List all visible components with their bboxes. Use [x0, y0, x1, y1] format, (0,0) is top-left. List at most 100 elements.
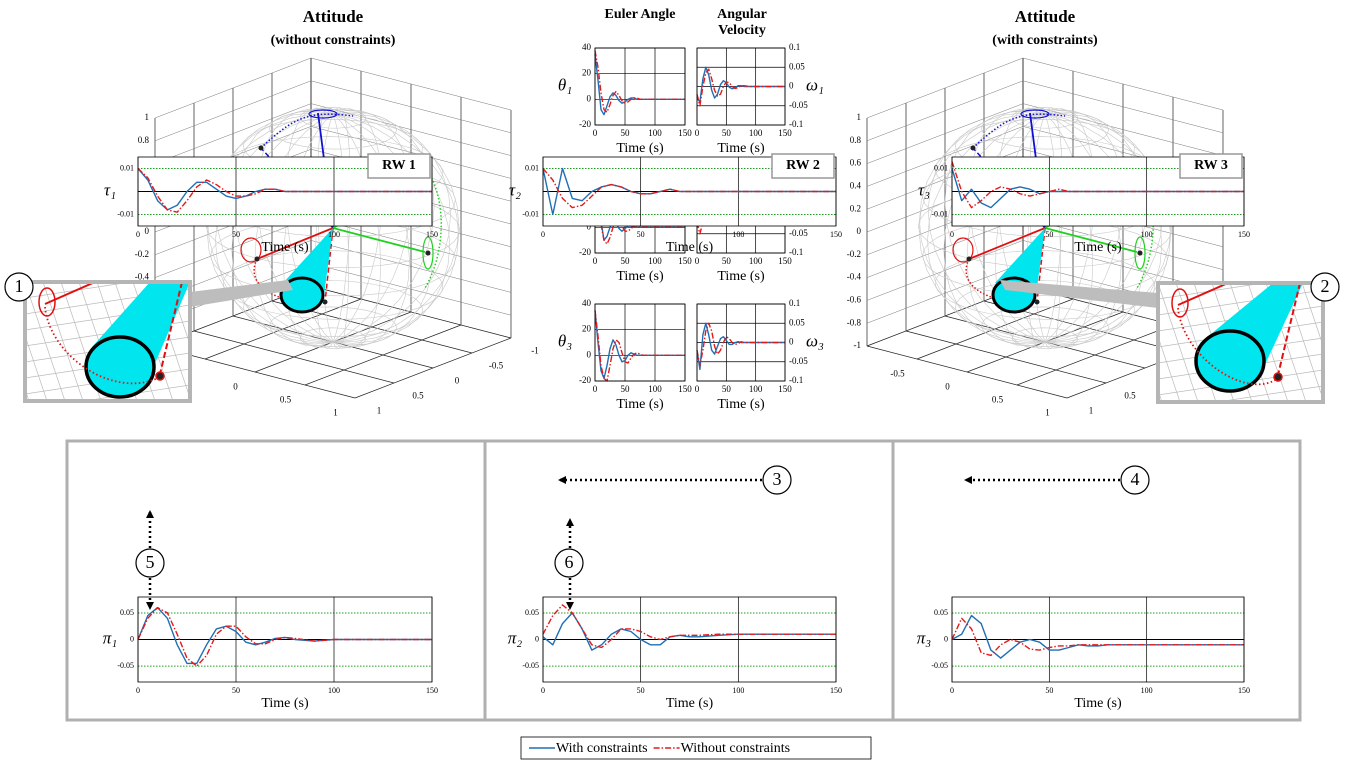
y-tick-label: -0.05	[931, 661, 948, 670]
box-grid	[155, 58, 511, 118]
x-tick-label: 100	[328, 686, 340, 695]
z-tick-label: 0.8	[850, 135, 862, 145]
x-tick-label: 150	[778, 384, 792, 394]
y-tick-label: -0.05	[117, 661, 134, 670]
callout-arrows	[150, 480, 1120, 608]
z-tick-label: 0	[857, 226, 862, 236]
floor-grid	[305, 325, 461, 385]
x-tick-label: 50	[722, 384, 732, 394]
x-tick-label: 100	[648, 384, 662, 394]
plots: Attitude(without constraints)10.80.60.40…	[0, 7, 1350, 711]
y-tick-label: 0.1	[789, 42, 800, 52]
inset	[1086, 194, 1350, 459]
axis-tip	[255, 257, 260, 262]
x-tick-label: 0	[695, 128, 700, 138]
box-grid	[867, 104, 1223, 164]
line-chart: -0.0500.05050100150Time (s)π₂	[508, 597, 842, 711]
axis-tip	[426, 251, 431, 256]
plot-area	[595, 48, 685, 125]
x-axis-label: Time (s)	[616, 269, 664, 284]
inset-mesh	[1338, 283, 1350, 402]
callout-label: 2	[1321, 276, 1330, 296]
z-tick-label: 0.8	[138, 135, 150, 145]
y-axis-label: τ₁	[104, 180, 116, 199]
panel-label: RW 2	[786, 158, 820, 173]
box-grid	[155, 104, 511, 164]
x-tick-label: 100	[328, 230, 340, 239]
axis-tip	[971, 146, 976, 151]
z-tick-label: 1	[145, 112, 150, 122]
inset-mesh	[25, 401, 190, 426]
inset-mesh	[1158, 258, 1323, 283]
y-axis-label: θ₃	[558, 331, 572, 350]
z-tick-label: -0.8	[847, 317, 862, 327]
x-tick-label: 0	[541, 230, 545, 239]
page: Attitude(without constraints)10.80.60.40…	[0, 0, 1350, 761]
line-chart: -0.1-0.0500.050.1050100150Time (s)ω₃	[695, 298, 824, 412]
y-tick-label: 0.01	[120, 163, 134, 172]
x-tick-label: 0	[593, 384, 598, 394]
y-tick-label: -0.05	[789, 100, 808, 110]
x-tick-label: 50	[621, 384, 631, 394]
x-tick-label: 0	[541, 686, 545, 695]
y-tick-label: -20	[579, 119, 591, 129]
callout-label: 5	[146, 552, 155, 572]
box-grid	[867, 58, 1223, 118]
x-tick-label: 100	[749, 256, 763, 266]
x-tick-label: 50	[621, 128, 631, 138]
x-tick-label: 100	[1141, 230, 1153, 239]
x-tick-label: 150	[426, 686, 438, 695]
z-tick-label: 0.6	[850, 158, 862, 168]
z-tick-label: 1	[857, 112, 862, 122]
y-tick-label: -0.01	[117, 209, 134, 218]
x-tick-label: -0.5	[890, 369, 905, 379]
x-tick-label: 50	[637, 686, 645, 695]
y-tick-label: -0.01	[522, 209, 539, 218]
z-tick-label: -1	[854, 340, 862, 350]
x-tick-label: 50	[722, 256, 732, 266]
y-tick-label: -1	[531, 345, 539, 355]
x-axis-label: Time (s)	[261, 240, 309, 255]
axis-tip	[1138, 251, 1143, 256]
x-tick-label: 0	[950, 686, 954, 695]
line-chart: -2002040050100150Time (s)θ₃	[558, 298, 692, 412]
x-tick-label: 0	[593, 256, 598, 266]
x-tick-label: 0	[136, 686, 140, 695]
x-tick-label: 0	[950, 230, 954, 239]
y-tick-label: 0	[455, 375, 460, 385]
x-tick-label: 1	[1045, 408, 1050, 418]
plot-title: Attitude	[303, 7, 364, 26]
y-tick-label: -0.01	[931, 209, 948, 218]
x-axis-label: Time (s)	[1074, 696, 1122, 711]
y-tick-label: 0	[944, 634, 948, 643]
x-tick-label: 100	[732, 686, 744, 695]
panel-label: RW 3	[1194, 158, 1228, 173]
trajectory	[973, 114, 1065, 148]
y-tick-label: 0.5	[1124, 390, 1136, 400]
plot-subtitle: (without constraints)	[271, 33, 396, 48]
y-tick-label: 0.05	[934, 608, 948, 617]
x-tick-label: 0	[945, 382, 950, 392]
x-tick-label: 0	[136, 230, 140, 239]
inset-mesh	[25, 257, 190, 282]
callout-label: 1	[15, 276, 24, 296]
x-tick-label: 50	[232, 230, 240, 239]
x-tick-label: 150	[830, 686, 842, 695]
x-tick-label: 1	[333, 408, 338, 418]
y-tick-label: 20	[582, 68, 592, 78]
x-tick-label: 150	[678, 128, 692, 138]
y-tick-label: 0	[789, 81, 794, 91]
plot-title: Attitude	[1015, 7, 1076, 26]
x-tick-label: 150	[426, 230, 438, 239]
x-tick-label: 0	[233, 382, 238, 392]
x-tick-label: 100	[1141, 686, 1153, 695]
x-tick-label: 0.5	[992, 395, 1004, 405]
z-tick-label: -0.2	[135, 249, 149, 259]
y-tick-label: 40	[582, 42, 592, 52]
x-tick-label: 150	[1238, 230, 1250, 239]
x-tick-label: 150	[678, 256, 692, 266]
x-axis-label: Time (s)	[616, 141, 664, 156]
